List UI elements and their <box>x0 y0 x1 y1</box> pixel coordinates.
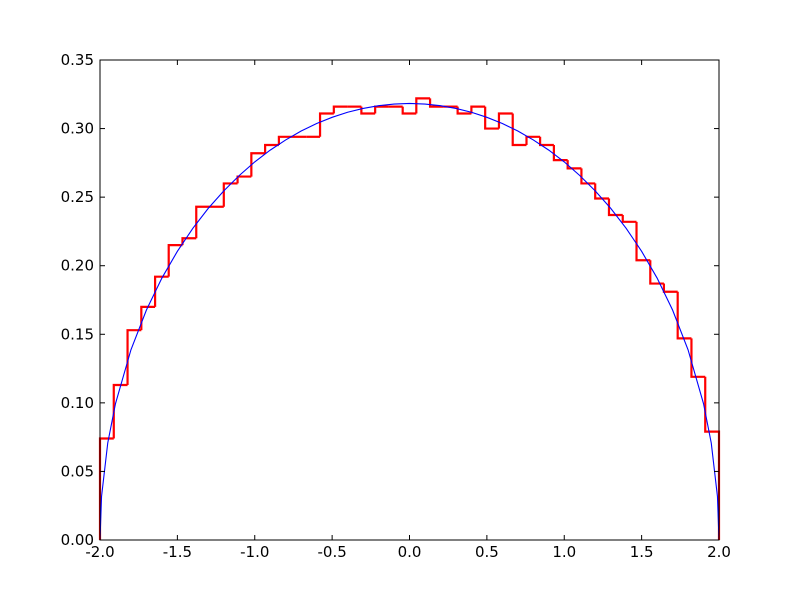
histogram-step <box>264 143 279 154</box>
histogram-step <box>676 291 692 340</box>
histogram-step <box>195 205 211 239</box>
y-tick-label: 0.20 <box>61 257 94 275</box>
histogram-step <box>594 183 609 200</box>
histogram-step <box>497 112 513 129</box>
y-tick-label: 0.15 <box>61 325 94 343</box>
y-tick-label: 0.10 <box>61 394 94 412</box>
x-tick-label: -1.0 <box>240 543 269 561</box>
y-tick-label: 0.35 <box>61 51 94 69</box>
x-tick-label: -2.0 <box>85 543 114 561</box>
histogram-step <box>112 383 128 439</box>
histogram-step <box>415 97 431 114</box>
histogram-step <box>621 214 637 223</box>
x-tick-label: 0.5 <box>475 543 499 561</box>
histogram-step <box>318 112 334 137</box>
histogram-step <box>222 182 238 207</box>
x-tick-label: 1.0 <box>552 543 576 561</box>
histogram-step <box>277 135 293 146</box>
histogram-step <box>511 113 527 147</box>
y-tick-label: 0.25 <box>61 188 94 206</box>
histogram-step <box>401 106 417 115</box>
histogram-step <box>153 275 169 307</box>
histogram-step <box>690 338 706 378</box>
histogram-step <box>525 135 541 146</box>
x-tick-label: 1.5 <box>630 543 654 561</box>
histogram-step <box>332 105 348 114</box>
histogram-step <box>126 329 142 386</box>
density-curve <box>99 102 720 541</box>
histogram-step <box>428 98 444 108</box>
y-tick-label: 0.30 <box>61 120 94 138</box>
histogram-step <box>552 145 568 162</box>
x-tick-label: 0.0 <box>398 543 422 561</box>
histogram-step <box>566 160 582 170</box>
x-tick-label: -0.5 <box>317 543 346 561</box>
y-tick-label: 0.05 <box>61 462 94 480</box>
histogram-step <box>250 152 266 177</box>
histogram-step <box>607 198 623 217</box>
x-tick-label: 2.0 <box>707 543 731 561</box>
histogram-step <box>470 105 486 114</box>
x-tick-label: -1.5 <box>163 543 192 561</box>
histogram-step <box>635 221 651 262</box>
histogram-step <box>580 168 596 185</box>
y-tick-label: 0.00 <box>61 531 94 549</box>
histogram-step <box>484 106 499 130</box>
